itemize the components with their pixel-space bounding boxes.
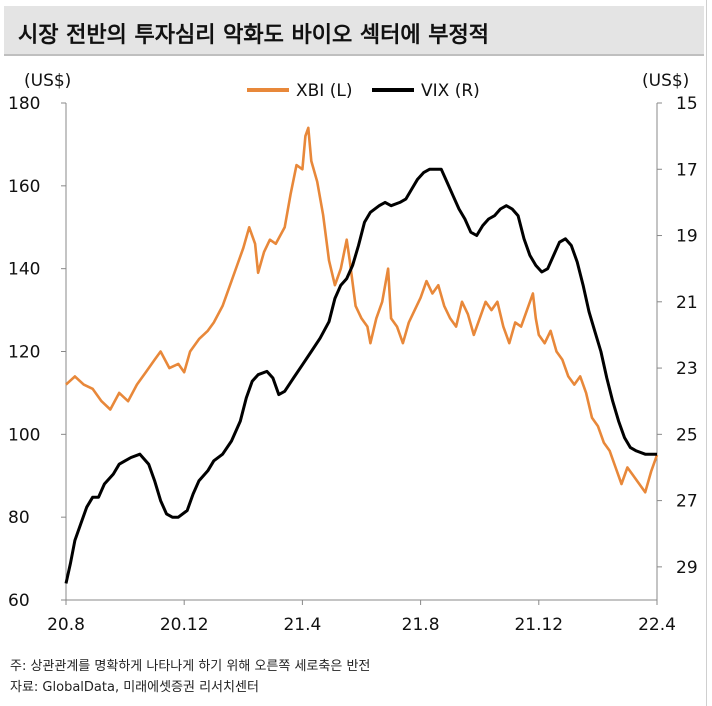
right-border xyxy=(706,0,707,706)
legend-xbi-label: XBI (L) xyxy=(296,81,352,101)
right-tick-label: 27 xyxy=(676,492,698,512)
right-tick-label: 23 xyxy=(676,359,698,379)
left-tick-label: 160 xyxy=(8,177,40,197)
right-axis-unit: (US$) xyxy=(642,71,689,91)
left-tick-label: 120 xyxy=(8,343,40,363)
x-tick-label: 21.4 xyxy=(283,615,321,635)
vix-series-line xyxy=(64,167,657,584)
right-tick-label: 29 xyxy=(676,558,698,578)
right-tick-label: 25 xyxy=(676,425,698,445)
footnote-note: 주: 상관관계를 명확하게 나타나게 하기 위해 오른쪽 세로축은 반전 xyxy=(10,659,371,674)
left-axis-unit: (US$) xyxy=(24,71,71,91)
axis-layer: 60 80 100 120 140 160 180 15 17 19 21 23 25 27 29 (US$)… xyxy=(8,71,698,635)
x-tick-label: 21.12 xyxy=(514,615,563,635)
legend: XBI (L) VIX (R) xyxy=(247,81,480,101)
right-tick-label: 19 xyxy=(676,227,698,247)
chart-title: 시장 전반의 투자심리 악화도 바이오 섹터에 부정적 xyxy=(18,23,489,48)
x-tick-label: 22.4 xyxy=(638,615,676,635)
right-tick-label: 21 xyxy=(676,293,698,313)
series-layer xyxy=(64,126,659,584)
left-tick-label: 140 xyxy=(8,260,40,280)
x-tick-label: 21.8 xyxy=(402,615,440,635)
title-bar: 시장 전반의 투자심리 악화도 바이오 섹터에 부정적 xyxy=(4,6,704,56)
left-tick-label: 100 xyxy=(8,425,40,445)
x-tick-label: 20.12 xyxy=(160,615,209,635)
left-tick-label: 180 xyxy=(8,94,40,114)
left-tick-label: 60 xyxy=(8,591,30,611)
legend-vix-label: VIX (R) xyxy=(421,81,480,101)
xbi-series-line xyxy=(65,126,659,494)
left-tick-label: 80 xyxy=(8,508,30,528)
footnote-source: 자료: GlobalData, 미래에셋증권 리서치센터 xyxy=(10,680,259,695)
x-tick-label: 20.8 xyxy=(47,615,85,635)
right-tick-label: 15 xyxy=(676,94,698,114)
right-tick-label: 17 xyxy=(676,160,698,180)
